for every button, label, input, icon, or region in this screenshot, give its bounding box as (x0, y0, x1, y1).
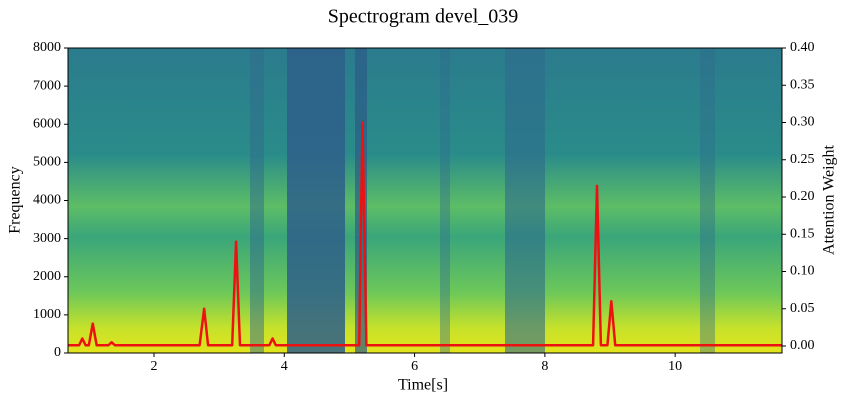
x-tick-label: 8 (541, 359, 548, 374)
y-tick-label: 1000 (33, 307, 61, 322)
y-tick-label: 5000 (33, 155, 61, 170)
y2-tick-label: 0.40 (790, 40, 815, 55)
y2-tick-label: 0.30 (790, 115, 815, 130)
y-tick-label: 4000 (33, 193, 61, 208)
y-tick-label: 3000 (33, 231, 61, 246)
attention-line (68, 121, 782, 347)
x-tick-label: 6 (411, 359, 418, 374)
plot-area (68, 121, 782, 347)
x-axis-label: Time[s] (398, 377, 448, 394)
y2-axis-label: Attention Weight (821, 144, 838, 255)
x-tick-label: 2 (150, 359, 157, 374)
x-tick-label: 4 (281, 359, 288, 374)
y2-tick-label: 0.15 (790, 226, 815, 241)
y2-tick-label: 0.05 (790, 301, 815, 316)
y-tick-label: 2000 (33, 269, 61, 284)
spectrogram (68, 48, 782, 353)
y-tick-label: 0 (54, 345, 61, 360)
y-tick-label: 7000 (33, 78, 61, 93)
y2-tick-label: 0.25 (790, 152, 815, 167)
y2-tick-label: 0.00 (790, 338, 815, 353)
y2-tick-label: 0.10 (790, 264, 815, 279)
y2-tick-label: 0.35 (790, 77, 815, 92)
y-tick-label: 6000 (33, 116, 61, 131)
chart-title: Spectrogram devel_039 (328, 6, 519, 28)
y-axis-label: Frequency (7, 166, 24, 234)
y2-tick-label: 0.20 (790, 189, 815, 204)
x-tick-label: 10 (668, 359, 682, 374)
y-tick-label: 8000 (33, 40, 61, 55)
